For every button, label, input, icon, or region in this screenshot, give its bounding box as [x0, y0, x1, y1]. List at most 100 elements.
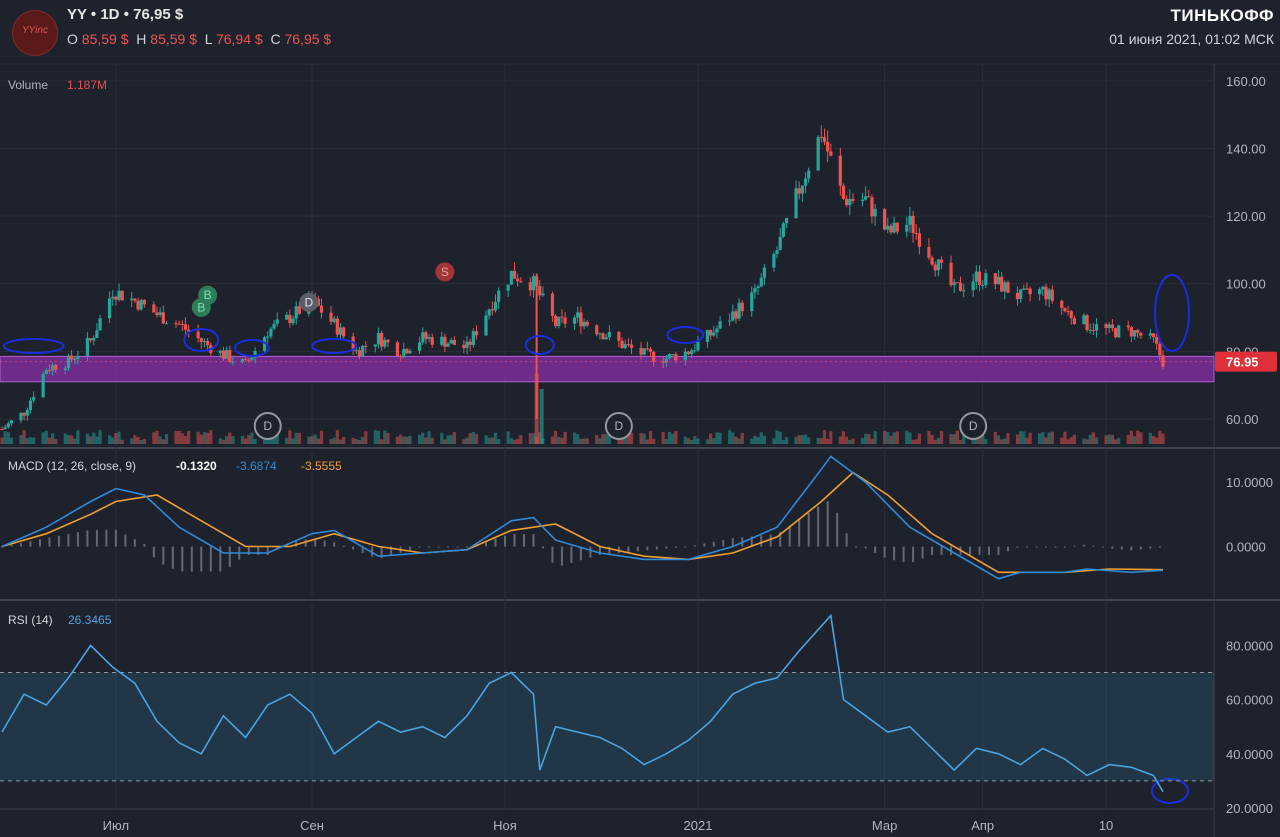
volume-bar: [332, 437, 336, 444]
candle-body: [838, 155, 842, 186]
candle-body: [1006, 282, 1010, 293]
candle-body: [1132, 330, 1137, 337]
candle-body: [595, 325, 599, 335]
candle-body: [269, 328, 273, 337]
volume-bar: [1000, 439, 1004, 444]
macd-histogram-bar: [560, 546, 563, 566]
candle-body: [645, 348, 649, 350]
macd-histogram-bar: [114, 529, 117, 547]
volume-bar: [243, 438, 248, 444]
macd-histogram-bar: [646, 546, 649, 551]
candle-body: [623, 344, 627, 349]
volume-bar: [424, 437, 428, 444]
candle-body: [642, 348, 646, 355]
rsi-tick-label: 60.0000: [1226, 693, 1273, 708]
ohlc-value-high: 85,59 $: [150, 31, 198, 47]
volume-bar: [497, 439, 501, 444]
volume-bar: [772, 438, 776, 444]
volume-bar: [44, 430, 48, 444]
volume-bar: [1094, 437, 1099, 444]
volume-bar: [696, 438, 700, 444]
candle-body: [332, 318, 336, 322]
candle-body: [1091, 329, 1096, 331]
volume-bar: [563, 431, 567, 444]
candle-body: [509, 270, 513, 285]
macd-value: -0.1320: [176, 459, 217, 473]
volume-bar: [376, 430, 381, 444]
candle-body: [1148, 333, 1152, 336]
macd-histogram-bar: [181, 546, 184, 572]
macd-histogram-bar: [1063, 546, 1066, 548]
macd-histogram-bar: [190, 546, 193, 572]
ohlc-readout: O 85,59 $ H 85,59 $ L 76,94 $ C 76,95 $: [67, 31, 331, 47]
macd-histogram-bar: [655, 546, 658, 550]
volume-bar: [800, 435, 804, 444]
candle-body: [996, 276, 1001, 285]
candle-body: [671, 353, 675, 355]
candle-body: [398, 356, 403, 358]
volume-bar: [54, 439, 58, 444]
macd-histogram-bar: [143, 543, 146, 547]
volume-bar: [981, 434, 985, 444]
candle-body: [955, 282, 959, 284]
volume-bar: [519, 435, 523, 444]
volume-bar: [905, 430, 909, 444]
macd-histogram-bar: [1025, 546, 1028, 548]
volume-bar: [383, 430, 387, 444]
candle-body: [114, 296, 118, 300]
macd-histogram-bar: [314, 538, 317, 547]
candle-body: [376, 332, 381, 345]
candle-body: [506, 284, 510, 291]
volume-bar: [864, 433, 868, 444]
volume-bar: [1110, 434, 1114, 444]
volume-bar: [1019, 431, 1023, 444]
volume-bar: [705, 439, 710, 444]
volume-bar: [285, 437, 289, 444]
candle-body: [206, 341, 210, 346]
volume-bar: [443, 439, 447, 444]
volume-bar: [405, 436, 409, 444]
volume-bar: [1006, 433, 1010, 444]
volume-bar: [539, 389, 544, 444]
candle-body: [180, 323, 184, 325]
macd-histogram-bar: [940, 546, 943, 555]
volume-bar: [629, 432, 634, 444]
macd-histogram-bar: [485, 541, 488, 547]
volume-bar: [585, 438, 589, 444]
macd-histogram-bar: [333, 542, 336, 547]
volume-bar: [1072, 434, 1077, 444]
candle-body: [446, 343, 450, 347]
candle-body: [753, 288, 757, 293]
candle-body: [712, 332, 716, 336]
candle-body: [142, 299, 146, 305]
candle-body: [895, 222, 899, 232]
candle-body: [1139, 332, 1143, 336]
volume-bar: [841, 431, 846, 444]
candle-body: [41, 373, 45, 398]
candle-body: [873, 208, 877, 217]
macd-histogram-bar: [466, 546, 469, 548]
volume-bar: [430, 437, 434, 444]
volume-bar: [136, 437, 140, 444]
candle-body: [728, 320, 732, 322]
candle-body: [63, 368, 67, 371]
macd-histogram-bar: [513, 533, 516, 547]
rsi-band: [0, 672, 1214, 781]
x-tick-label: Апр: [971, 818, 994, 833]
volume-bar: [1044, 437, 1048, 444]
candle-body: [329, 312, 333, 322]
price-tick-label: 60.00: [1226, 412, 1259, 427]
event-marker-label: D: [969, 419, 978, 433]
candle-body: [1022, 288, 1026, 290]
macd-histogram-bar: [352, 546, 355, 550]
candle-body: [648, 348, 653, 352]
candle-body: [174, 323, 178, 325]
volume-bar: [576, 434, 580, 444]
candle-body: [1050, 289, 1054, 301]
ohlc-label-high: H: [136, 31, 147, 47]
volume-bar: [1082, 438, 1086, 444]
symbol-line[interactable]: YY • 1D • 76,95 $: [67, 6, 183, 23]
macd-histogram-bar: [826, 501, 829, 547]
volume-bar: [474, 434, 479, 444]
